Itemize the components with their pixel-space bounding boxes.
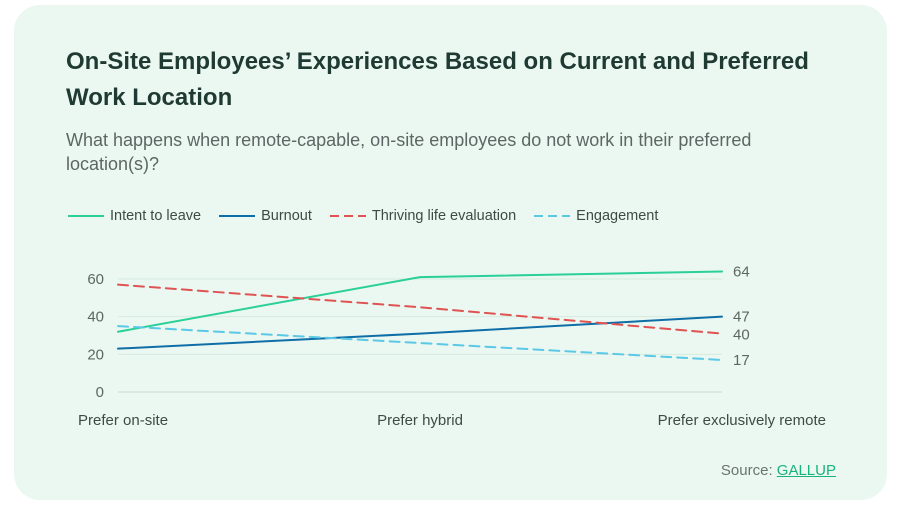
series-line-burnout — [117, 315, 723, 350]
legend-item-engagement: Engagement — [534, 208, 658, 224]
legend-label: Intent to leave — [110, 208, 202, 224]
chart-title: On-Site Employees’ Experiences Based on … — [66, 48, 809, 111]
chart-subtitle: What happens when remote-capable, on-sit… — [66, 130, 752, 174]
y-tick-label: 20 — [87, 346, 104, 363]
legend-swatch-engagement — [534, 215, 571, 217]
end-value-label: 47 — [733, 309, 750, 326]
legend-label: Engagement — [576, 208, 659, 224]
legend-swatch-burnout — [219, 215, 256, 217]
end-value-label: 40 — [733, 327, 750, 344]
legend-item-burnout: Burnout — [219, 208, 312, 224]
source-prefix: Source: — [720, 462, 773, 479]
x-category-label: Prefer hybrid — [377, 412, 463, 429]
chart-legend: Intent to leave Burnout Thriving life ev… — [68, 206, 676, 226]
legend-label: Burnout — [261, 208, 312, 224]
legend-item-intent-to-leave: Intent to leave — [68, 208, 201, 224]
y-tick-label: 0 — [96, 384, 104, 401]
legend-swatch-thriving — [329, 215, 366, 217]
series-line-engagement — [117, 325, 723, 361]
source-line: Source: GALLUP — [721, 462, 836, 479]
gallup-link[interactable]: GALLUP — [776, 462, 836, 479]
series-line-intent-to-leave — [117, 270, 723, 333]
legend-item-thriving: Thriving life evaluation — [329, 208, 517, 224]
series-line-thriving-life-evaluation — [117, 283, 723, 335]
x-category-label: Prefer exclusively remote — [658, 412, 826, 429]
legend-swatch-intent-to-leave — [68, 215, 104, 217]
x-category-label: Prefer on-site — [78, 412, 168, 429]
y-tick-label: 60 — [87, 271, 104, 288]
chart-card — [14, 5, 887, 500]
legend-label: Thriving life evaluation — [371, 208, 517, 224]
y-tick-label: 40 — [87, 309, 104, 326]
end-value-label: 17 — [733, 352, 750, 369]
end-value-label: 64 — [733, 263, 750, 280]
